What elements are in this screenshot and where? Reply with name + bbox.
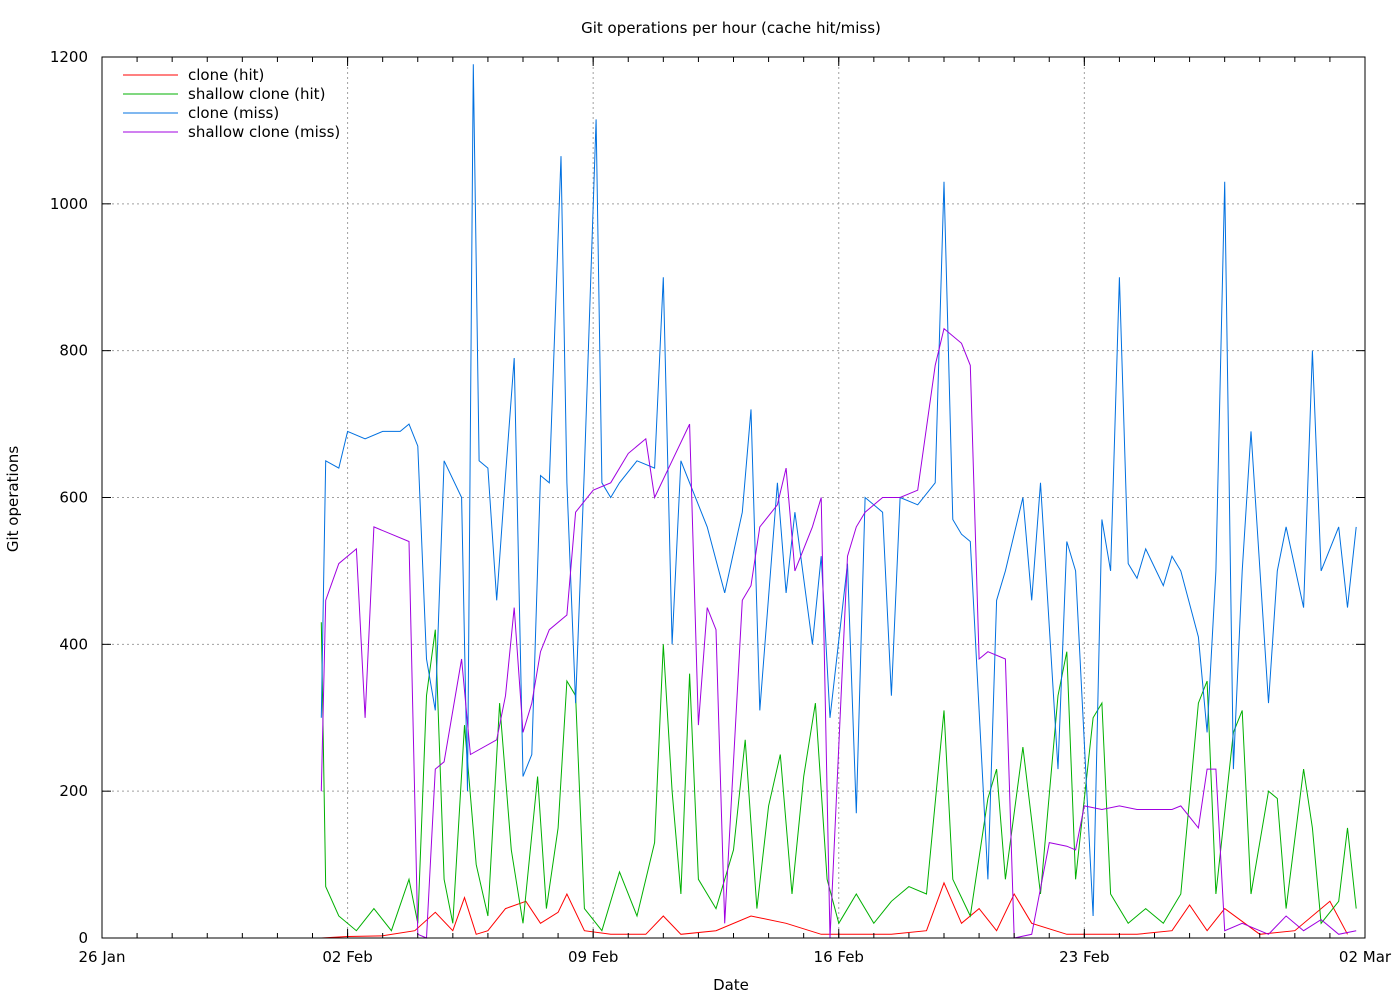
- x-tick-label: 02 Mar: [1339, 948, 1392, 966]
- x-tick-label: 26 Jan: [79, 948, 126, 966]
- x-tick-label: 23 Feb: [1059, 948, 1109, 966]
- y-tick-label: 1000: [50, 195, 88, 213]
- series-line-2: [320, 64, 1357, 917]
- y-tick-label: 200: [59, 782, 88, 800]
- x-axis-label: Date: [713, 976, 749, 994]
- y-axis-label: Git operations: [4, 446, 22, 552]
- y-tick-label: 600: [59, 489, 88, 507]
- series-line-1: [320, 622, 1357, 932]
- axes: 0 200 400 600 800 1000 1200 26 Jan 02 Feb 09 Feb 1…: [50, 48, 1392, 966]
- plot-frame: [101, 56, 1366, 939]
- series-line-0: [321, 881, 1348, 939]
- x-tick-label: 09 Feb: [568, 948, 618, 966]
- y-tick-label: 400: [59, 635, 88, 653]
- x-tick-label: 16 Feb: [814, 948, 864, 966]
- chart-title: Git operations per hour (cache hit/miss): [581, 19, 881, 37]
- legend-label: clone (miss): [188, 104, 279, 122]
- series-lines: [320, 64, 1357, 939]
- x-tick-label: 02 Feb: [322, 948, 372, 966]
- series-line-3: [320, 327, 1357, 939]
- y-tick-label: 0: [78, 929, 88, 947]
- legend-label: clone (hit): [188, 66, 264, 84]
- legend-label: shallow clone (miss): [188, 123, 340, 141]
- grid: [102, 57, 1365, 938]
- y-tick-label: 1200: [50, 48, 88, 66]
- legend: clone (hit)shallow clone (hit)clone (mis…: [123, 66, 340, 141]
- legend-label: shallow clone (hit): [188, 85, 325, 103]
- y-tick-label: 800: [59, 342, 88, 360]
